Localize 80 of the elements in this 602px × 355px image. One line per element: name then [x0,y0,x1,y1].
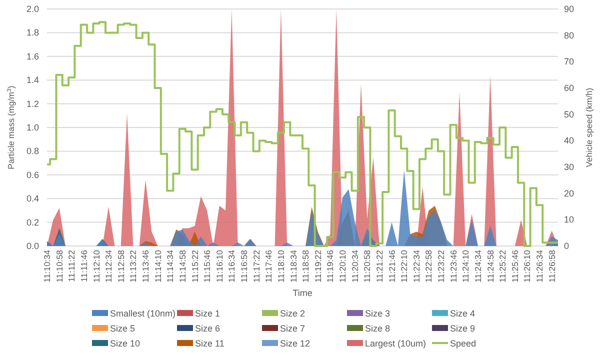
x-tick-label: 11:14:34 [165,250,176,282]
x-tick-label: 11:11:22 [66,250,77,282]
x-tick-label: 11:25:22 [498,250,508,282]
x-tick-label: 11:14:58 [177,250,188,282]
x-tick-label: 11:12:34 [104,250,114,282]
y-tick-label: 1.4 [26,75,39,86]
x-tick-label: 11:17:46 [264,250,274,282]
y-tick-label: 0.8 [26,146,39,156]
y2-tick-label: 30 [564,162,574,172]
legend-label: Size 11 [195,338,224,348]
x-tick-label: 11:13:46 [140,250,151,282]
x-axis-title: Time [292,288,312,298]
legend-label: Size 9 [450,324,476,334]
x-tick-label: 11:18:34 [288,250,298,282]
legend-label: Size 4 [450,308,476,318]
y2-tick-label: 50 [564,109,574,120]
y2-tick-label: 70 [564,56,574,67]
x-tick-label: 11:18:10 [276,250,286,282]
x-tick-label: 11:11:46 [78,250,89,282]
x-tick-label: 11:14:10 [152,250,163,282]
x-tick-label: 11:26:58 [546,250,557,282]
x-tick-label: 11:26:10 [522,250,532,282]
y2-axis-title: Vehicle speed (km/h) [584,88,594,168]
y-tick-label: 0.0 [26,241,39,251]
x-tick-label: 11:24:58 [485,250,496,282]
y-tick-label: 1.0 [26,122,39,132]
x-tick-label: 11:19:46 [325,250,336,282]
x-tick-label: 11:20:58 [362,250,372,282]
legend-label: Smallest (10nm) [110,308,176,318]
y2-tick-label: 0 [564,241,570,251]
x-tick-label: 11:16:58 [239,250,250,282]
legend-label: Size 3 [365,308,390,318]
x-tick-label: 11:21:22 [374,250,384,282]
x-tick-label: 11:13:22 [128,250,138,282]
x-tick-label: 11:24:10 [460,250,471,282]
x-tick-label: 11:20:10 [338,250,348,282]
y-tick-label: 0.2 [26,217,39,228]
x-tick-label: 11:12:58 [116,250,126,282]
y-tick-label: 1.6 [26,51,39,62]
x-tick-label: 11:10:34 [42,250,52,282]
x-tick-label: 11:15:22 [190,250,200,282]
y2-tick-label: 60 [564,83,574,93]
x-tick-label: 11:26:34 [534,250,545,282]
legend-label: Size 7 [280,324,306,334]
x-tick-label: 11:16:34 [226,250,237,282]
x-tick-label: 11:23:22 [436,250,446,282]
x-tick-label: 11:22:58 [424,250,434,282]
y-tick-label: 1.8 [26,28,39,38]
x-tick-label: 11:18:58 [300,250,311,282]
y-tick-label: 0.4 [26,194,39,204]
legend-label: Size 1 [195,308,220,318]
legend-label: Size 8 [365,324,390,334]
x-tick-label: 11:16:10 [214,250,224,282]
x-tick-label: 11:21:46 [386,250,397,282]
legend-label: Speed [450,338,476,348]
y-tick-label: 1.2 [26,98,39,109]
y-tick-label: 2.0 [26,4,39,14]
legend-label: Largest (10um) [365,338,426,348]
y2-tick-label: 40 [564,136,574,146]
legend-label: Size 10 [110,338,140,348]
x-tick-label: 11:23:46 [448,250,458,282]
legend-label: Size 2 [280,308,306,318]
x-tick-label: 11:20:34 [350,250,360,282]
x-tick-label: 11:25:46 [510,250,520,282]
legend-label: Size 5 [110,324,136,334]
x-tick-label: 11:24:34 [472,250,483,282]
y2-tick-label: 20 [564,188,574,198]
x-tick-label: 11:10:58 [54,250,64,282]
x-tick-label: 11:17:22 [251,250,262,282]
y-tick-label: 0.6 [26,170,39,180]
y2-tick-label: 10 [564,214,574,225]
legend-label: Size 12 [280,338,310,348]
x-tick-label: 11:15:46 [202,250,212,282]
x-tick-label: 11:22:10 [399,250,410,282]
x-tick-label: 11:19:22 [312,250,323,282]
x-tick-label: 11:22:34 [411,250,422,282]
y2-tick-label: 90 [564,4,574,14]
legend-label: Size 6 [195,324,220,334]
y2-tick-label: 80 [564,30,574,40]
x-tick-label: 11:12:10 [91,250,102,282]
